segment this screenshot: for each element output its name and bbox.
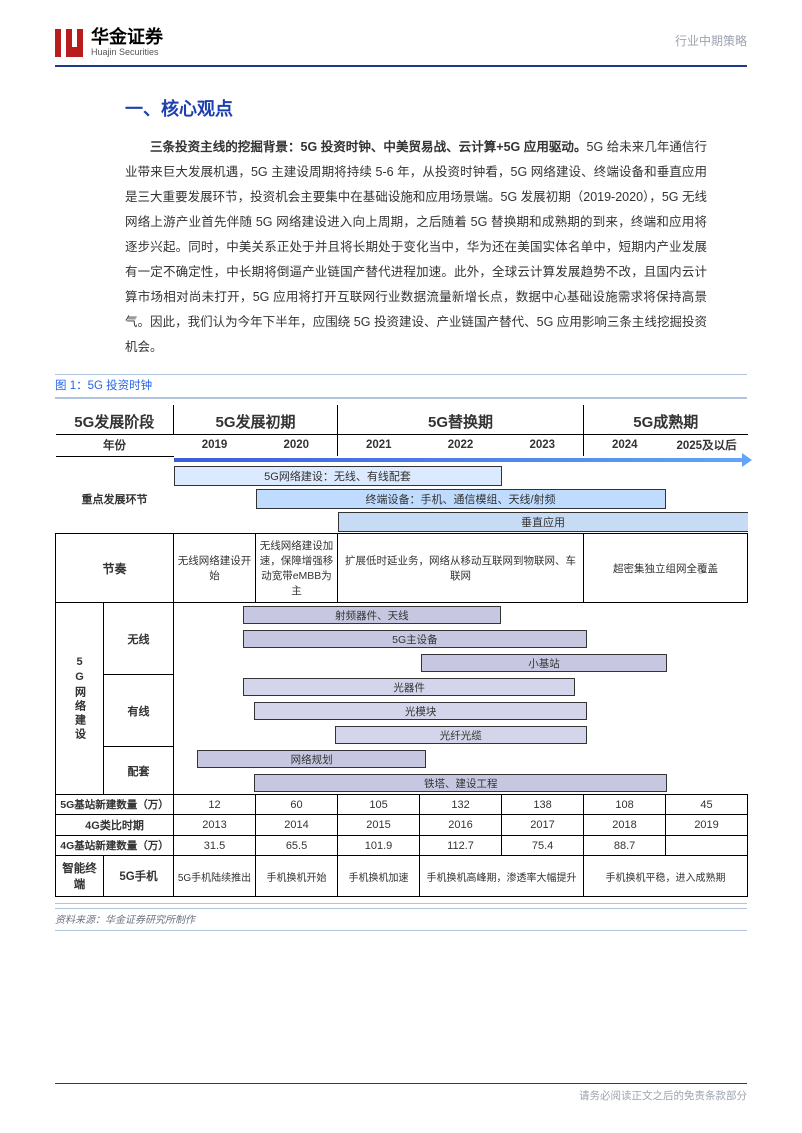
row-4g-compare: 4G类比时期 2013 2014 2015 2016 2017 2018 201… (56, 815, 748, 836)
tempo-2019: 无线网络建设开始 (174, 534, 256, 603)
bar-optmod: 光模块 (254, 702, 587, 720)
cell: 105 (338, 795, 420, 815)
cell: 45 (666, 795, 748, 815)
row-terminal: 智能终端 5G手机 5G手机陆续推出 手机换机开始 手机换机加速 手机换机高峰期… (56, 856, 748, 897)
divider (55, 930, 747, 931)
cell: 132 (420, 795, 502, 815)
gantt-support-1: 配套 网络规划 (56, 747, 748, 771)
cell: 2017 (502, 815, 584, 836)
tempo-2020: 无线网络建设加速，保障增强移动宽带eMBB为主 (256, 534, 338, 603)
cell: 5G手机陆续推出 (174, 856, 256, 897)
body-paragraph: 三条投资主线的挖掘背景：5G 投资时钟、中美贸易战、云计算+5G 应用驱动。5G… (125, 135, 707, 360)
page-footer: 请务必阅读正文之后的免责条款部分 (55, 1083, 747, 1103)
terminal-label1: 智能终端 (56, 856, 104, 897)
cell: 手机换机加速 (338, 856, 420, 897)
cell: 2013 (174, 815, 256, 836)
tempo-2024: 超密集独立组网全覆盖 (584, 534, 748, 603)
row-4g-stations: 4G基站新建数量（万） 31.5 65.5 101.9 112.7 75.4 8… (56, 836, 748, 856)
cell: 手机换机高峰期，渗透率大幅提升 (420, 856, 584, 897)
timeline-arrow-row (56, 456, 748, 464)
support-label: 配套 (104, 747, 174, 795)
terminal-label2: 5G手机 (104, 856, 174, 897)
figure-5g-clock: 5G发展阶段 5G发展初期 5G替换期 5G成熟期 年份 2019 2020 2… (55, 398, 747, 905)
cell: 手机换机平稳，进入成熟期 (584, 856, 748, 897)
logo-mark-icon (55, 29, 83, 57)
year-2019: 2019 (174, 434, 256, 456)
lead-sentence: 三条投资主线的挖掘背景：5G 投资时钟、中美贸易战、云计算+5G 应用驱动。 (150, 140, 587, 154)
gantt-wired-1: 有线 光器件 (56, 675, 748, 699)
cell: 101.9 (338, 836, 420, 856)
bar-main: 5G主设备 (243, 630, 587, 648)
network-vlabel: 5G网络建设 (56, 603, 104, 795)
wireless-label: 无线 (104, 603, 174, 675)
cell: 2014 (256, 815, 338, 836)
arrow-icon (174, 458, 744, 462)
cell: 31.5 (174, 836, 256, 856)
cell: 138 (502, 795, 584, 815)
bar-smallcell: 小基站 (421, 654, 668, 672)
cell: 12 (174, 795, 256, 815)
year-2022: 2022 (420, 434, 502, 456)
cell: 2016 (420, 815, 502, 836)
bar-tower: 铁塔、建设工程 (254, 774, 667, 792)
tempo-row: 节奏 无线网络建设开始 无线网络建设加速，保障增强移动宽带eMBB为主 扩展低时… (56, 534, 748, 603)
keydev-label: 重点发展环节 (56, 464, 174, 534)
diagram-table: 5G发展阶段 5G发展初期 5G替换期 5G成熟期 年份 2019 2020 2… (55, 405, 748, 898)
figure-source: 资料来源：华金证券研究所制作 (55, 908, 747, 926)
tempo-label: 节奏 (56, 534, 174, 603)
phase-mature: 5G成熟期 (584, 405, 748, 435)
bar-fiber: 光纤光缆 (335, 726, 587, 744)
cell: 112.7 (420, 836, 502, 856)
figure-caption: 图 1：5G 投资时钟 (55, 374, 747, 393)
year-2024: 2024 (584, 434, 666, 456)
cell: 手机换机开始 (256, 856, 338, 897)
cell: 65.5 (256, 836, 338, 856)
year-label: 年份 (56, 434, 174, 456)
bar-rf: 射频器件、天线 (243, 606, 501, 624)
year-2025: 2025及以后 (666, 434, 748, 456)
company-name-cn: 华金证券 (91, 28, 163, 46)
cell (666, 836, 748, 856)
lbl-4g-compare: 4G类比时期 (56, 815, 174, 836)
lbl-5g-stations: 5G基站新建数量（万） (56, 795, 174, 815)
logo: 华金证券 Huajin Securities (55, 28, 163, 59)
document-category: 行业中期策略 (675, 32, 747, 49)
cell: 108 (584, 795, 666, 815)
year-2023: 2023 (502, 434, 584, 456)
phase-replace: 5G替换期 (338, 405, 584, 435)
phase-label: 5G发展阶段 (56, 405, 174, 435)
year-2020: 2020 (256, 434, 338, 456)
phase-early: 5G发展初期 (174, 405, 338, 435)
section-title: 一、核心观点 (125, 95, 747, 121)
year-2021: 2021 (338, 434, 420, 456)
bar-vertical: 垂直应用 (338, 512, 748, 532)
cell: 2015 (338, 815, 420, 836)
gantt-wireless-1: 5G网络建设 无线 射频器件、天线 (56, 603, 748, 627)
wired-label: 有线 (104, 675, 174, 747)
cell: 60 (256, 795, 338, 815)
year-row: 年份 2019 2020 2021 2022 2023 2024 2025及以后 (56, 434, 748, 456)
cell: 75.4 (502, 836, 584, 856)
bar-network: 5G网络建设：无线、有线配套 (174, 466, 502, 486)
keydev-row1: 重点发展环节 5G网络建设：无线、有线配套 (56, 464, 748, 487)
cell: 2018 (584, 815, 666, 836)
lbl-4g-stations: 4G基站新建数量（万） (56, 836, 174, 856)
bar-optdev: 光器件 (243, 678, 576, 696)
page-header: 华金证券 Huajin Securities 行业中期策略 (55, 28, 747, 67)
bar-plan: 网络规划 (197, 750, 426, 768)
row-5g-stations: 5G基站新建数量（万） 12 60 105 132 138 108 45 (56, 795, 748, 815)
company-name-en: Huajin Securities (91, 46, 163, 59)
tempo-2021-23: 扩展低时延业务，网络从移动互联网到物联网、车联网 (338, 534, 584, 603)
cell: 88.7 (584, 836, 666, 856)
cell: 2019 (666, 815, 748, 836)
phase-header-row: 5G发展阶段 5G发展初期 5G替换期 5G成熟期 (56, 405, 748, 435)
body-rest: 5G 给未来几年通信行业带来巨大发展机遇，5G 主建设周期将持续 5-6 年，从… (125, 140, 707, 354)
bar-terminal: 终端设备：手机、通信模组、天线/射频 (256, 489, 666, 509)
